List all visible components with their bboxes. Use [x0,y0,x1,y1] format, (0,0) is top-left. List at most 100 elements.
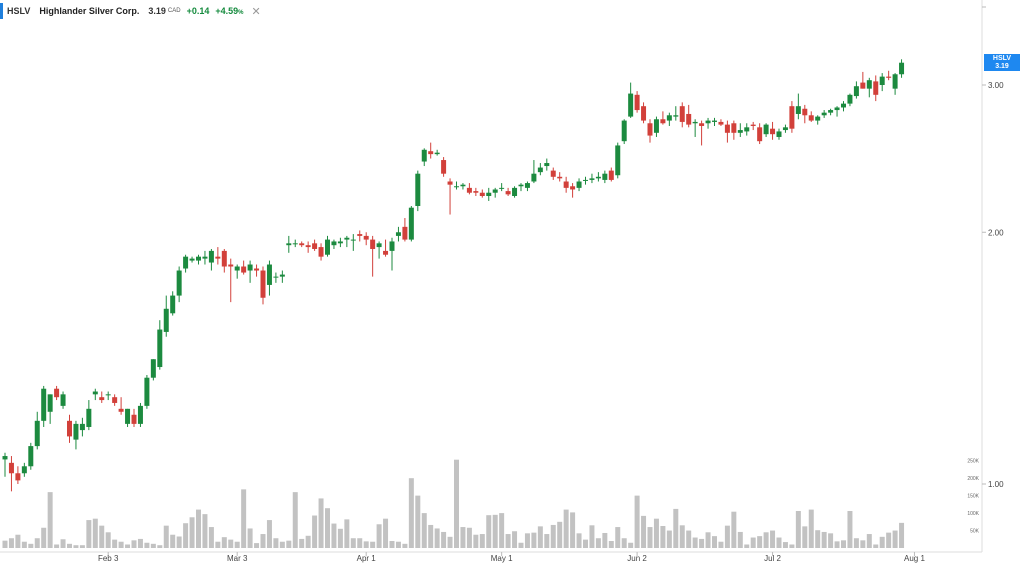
volume-bar [228,539,234,548]
candle [157,320,163,370]
candle-body [408,207,414,240]
candle-body [557,176,563,179]
volume-bar [337,528,343,548]
candle-body [183,256,189,269]
volume-bar [699,538,705,548]
volume-bar [802,526,808,548]
candle [15,466,21,484]
volume-bar [47,492,53,548]
volume-bar [879,536,885,548]
candle [557,172,563,182]
candle-body [834,107,840,111]
volume-bar [563,509,569,548]
candle [408,205,414,242]
volume-bar [666,530,672,548]
volume-bar [679,525,685,548]
volume-bar [344,519,350,548]
candle-body [105,394,111,396]
candle [860,71,866,89]
volume-tick-label: 250K [967,459,979,465]
candle-body [770,128,776,135]
volume-bars [2,459,905,548]
candle [415,170,421,212]
candle [699,120,705,146]
volume-bar [795,510,801,548]
candle [802,104,808,124]
volume-bar [150,543,156,548]
candle-body [550,170,556,177]
close-icon[interactable]: ✕ [251,5,261,18]
candle-body [679,106,685,122]
candle-body [279,274,285,277]
price-tag-value: 3.19 [995,63,1009,70]
volume-bar [499,513,505,548]
candle [421,148,427,167]
candle-body [847,94,853,104]
volume-bar [312,515,318,548]
volume-bar [686,530,692,548]
candle-body [421,149,427,162]
candle [363,232,369,246]
candle [821,110,827,118]
candle-body [621,120,627,142]
candle [183,254,189,273]
candle-body [499,187,505,189]
candle [531,160,537,184]
volume-bar [8,538,14,548]
candle [537,163,543,176]
volume-bar [105,532,111,548]
candle [428,142,434,159]
candle [795,93,801,120]
candle [666,112,672,126]
candle [208,248,214,271]
candle-body [531,173,537,182]
candle [344,235,350,248]
candle-body [460,184,466,187]
candle-body [537,167,543,173]
candle [286,235,292,253]
candle-body [583,179,588,181]
candle [518,183,524,192]
volume-bar [163,525,169,548]
candle-body [170,295,176,314]
candle [447,178,453,215]
x-tick-label: Aug 1 [904,554,925,563]
candle-body [150,359,156,378]
candle-body [344,237,350,240]
candle [589,173,595,184]
volume-bar [357,538,363,548]
volume-bar [234,541,240,548]
candle-body [41,388,47,421]
volume-bar [54,544,60,548]
volume-bar [757,536,763,548]
volume-bar [828,533,834,548]
candle-body [241,266,247,273]
volume-bar [724,525,730,548]
candle-body [215,256,221,259]
candle [273,272,279,283]
candle [550,167,556,180]
candle-body [163,308,169,332]
candle-body [118,408,124,412]
candle-body [15,473,21,481]
volume-bar [260,534,266,548]
volume-bar [628,542,634,548]
candle [28,442,34,470]
volume-bar [137,538,143,548]
volume-bar [447,536,453,548]
candle [389,237,395,271]
candle [615,142,621,179]
candle-body [705,120,711,124]
volume-tick-label: 100K [967,511,979,517]
candle-body [570,186,576,190]
candle [454,181,459,190]
candle-body [157,329,163,368]
volume-bar [221,537,227,548]
volume-bar [466,527,472,548]
candle-body [73,423,79,440]
volume-bar [479,534,485,548]
candle [628,82,634,118]
volume-bar [415,495,421,548]
candle-body [647,123,653,136]
